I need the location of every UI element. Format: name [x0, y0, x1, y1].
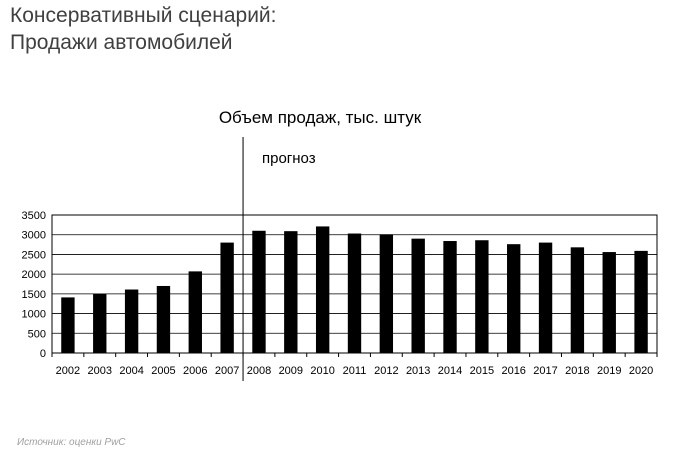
bar-2018 [570, 247, 585, 353]
bar-2011 [347, 233, 362, 353]
slide-title: Консервативный сценарий: Продажи автомоб… [10, 2, 277, 56]
x-tick-label: 2008 [247, 365, 271, 377]
bar-2007 [220, 242, 234, 353]
y-tick-label: 500 [28, 328, 46, 340]
bar-2005 [156, 285, 171, 353]
source-note: Источник: оценки PwC [17, 437, 126, 448]
y-tick-label: 2000 [22, 269, 46, 281]
y-tick-label: 3000 [22, 230, 46, 242]
slide-title-line-1: Консервативный сценарий: [10, 4, 277, 27]
chart-title: Объем продаж, тыс. штук [218, 108, 422, 127]
x-tick-label: 2009 [279, 365, 303, 377]
forecast-label: прогноз [262, 150, 316, 167]
y-tick-label: 0 [40, 348, 46, 360]
x-tick-label: 2017 [533, 365, 557, 377]
bar-2014 [443, 241, 457, 353]
x-tick-label: 2020 [629, 365, 653, 377]
x-tick-label: 2016 [501, 365, 525, 377]
bar-2019 [602, 252, 616, 353]
bars [61, 226, 648, 353]
x-tick-label: 2013 [406, 365, 430, 377]
bar-2002 [61, 297, 75, 353]
x-tick-label: 2007 [215, 365, 239, 377]
plot-frame [51, 214, 658, 354]
bar-2016 [507, 244, 521, 353]
y-tick-labels: 0 500 1000 1500 2000 2500 3000 3500 [22, 210, 46, 360]
bar-2008 [252, 230, 266, 353]
x-tick-label: 2011 [343, 365, 367, 377]
y-tick-label: 1000 [22, 309, 46, 321]
bar-2013 [411, 238, 425, 353]
bar-2010 [315, 226, 330, 353]
y-tick-label: 1500 [22, 289, 46, 301]
y-tick-label: 2500 [22, 249, 46, 261]
x-tick-label: 2019 [597, 365, 621, 377]
x-tick-label: 2015 [470, 365, 494, 377]
bar-2006 [188, 271, 202, 353]
x-tick-label: 2002 [56, 365, 80, 377]
x-tick-label: 2018 [565, 365, 589, 377]
bar-2012 [379, 234, 394, 353]
x-tick-label: 2005 [151, 365, 175, 377]
bar-2003 [93, 293, 107, 353]
x-tick-label: 2014 [438, 365, 462, 377]
x-tick-labels: 2002 2003 2004 2005 2006 2007 2008 2009 2010 2011… [56, 365, 654, 377]
x-tick-label: 2004 [119, 365, 143, 377]
y-tick-label: 3500 [22, 210, 46, 222]
bar-2015 [475, 240, 489, 353]
axes [51, 214, 658, 357]
x-tick-label: 2003 [88, 365, 112, 377]
bar-2017 [538, 242, 553, 353]
bar-2009 [284, 231, 298, 353]
slide-title-line-2: Продажи автомобилей [10, 31, 233, 54]
bar-2020 [634, 250, 648, 353]
x-tick-label: 2006 [183, 365, 207, 377]
x-tick-label: 2010 [310, 365, 334, 377]
x-tick-label: 2012 [374, 365, 398, 377]
bar-2004 [124, 289, 139, 353]
